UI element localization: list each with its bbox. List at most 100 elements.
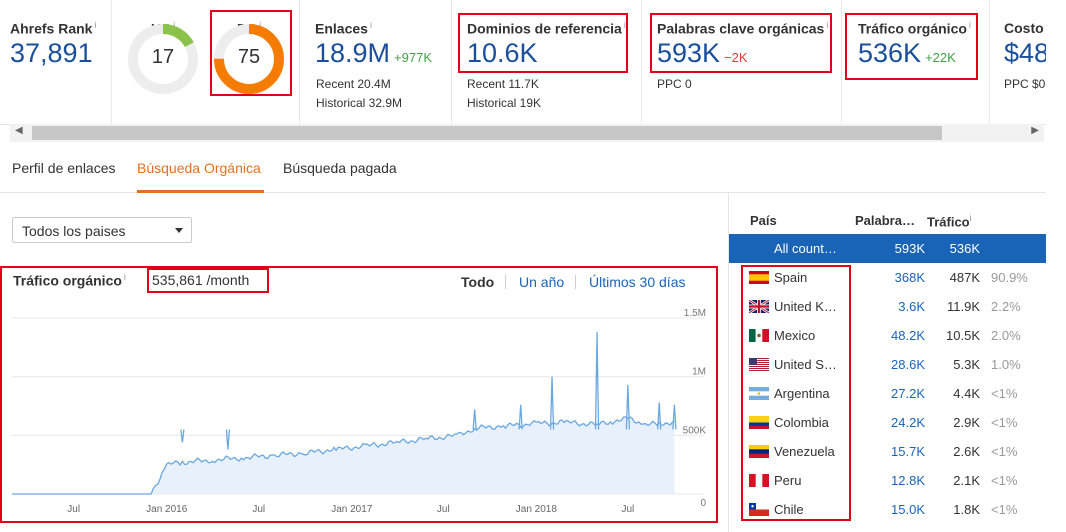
x-tick-label: Jul bbox=[67, 504, 80, 515]
country-select[interactable]: Todos los paises bbox=[12, 217, 192, 243]
tab-busqueda-organica[interactable]: Búsqueda Orgánica bbox=[137, 160, 261, 176]
country-traffic: 2.6K bbox=[953, 444, 980, 459]
y-tick-label: 500K bbox=[683, 425, 707, 436]
traffic-spike bbox=[672, 404, 677, 430]
country-traffic: 2.1K bbox=[953, 473, 980, 488]
flag-cl-icon bbox=[749, 503, 769, 516]
country-name[interactable]: Venezuela bbox=[774, 444, 835, 459]
country-traffic-share: <1% bbox=[991, 444, 1018, 459]
info-icon[interactable]: i bbox=[123, 272, 126, 282]
country-row-ve[interactable]: Venezuela 15.7K 2.6K <1% bbox=[729, 437, 1046, 466]
country-keywords[interactable]: 12.8K bbox=[891, 473, 925, 488]
country-traffic: 2.9K bbox=[953, 415, 980, 430]
x-tick-label: Jan 2018 bbox=[516, 504, 558, 515]
palabras-cell: Palabras clave orgánicas i 593K −2K PPC 0 bbox=[642, 0, 842, 125]
scroll-right-icon[interactable]: ▶ bbox=[1031, 125, 1039, 136]
country-row-cl[interactable]: Chile 15.0K 1.8K <1% bbox=[729, 495, 1046, 524]
country-name[interactable]: United K… bbox=[774, 299, 837, 314]
country-keywords[interactable]: 3.6K bbox=[898, 299, 925, 314]
traffic-spike bbox=[472, 409, 477, 430]
country-row-us[interactable]: United S… 28.6K 5.3K 1.0% bbox=[729, 350, 1046, 379]
highlight-box-dominios bbox=[458, 13, 628, 73]
horizontal-scrollbar[interactable]: ◀ ▶ bbox=[10, 124, 1044, 142]
info-icon[interactable]: i bbox=[259, 20, 262, 30]
costo-ppc: PPC $0 bbox=[1004, 77, 1046, 91]
traffic-spike bbox=[594, 332, 600, 430]
info-icon[interactable]: i bbox=[94, 20, 97, 30]
rating-cell: UR i 17 DR i 75 bbox=[112, 0, 300, 125]
palabras-value: 593K −2K bbox=[657, 38, 748, 68]
country-name[interactable]: Chile bbox=[774, 502, 804, 517]
scrollbar-thumb[interactable] bbox=[32, 126, 942, 140]
country-traffic: 536K bbox=[949, 241, 980, 256]
x-tick-label: Jan 2017 bbox=[331, 504, 373, 515]
col-header-pais[interactable]: País bbox=[750, 213, 777, 228]
traffic-spike bbox=[549, 376, 555, 430]
country-traffic: 11.9K bbox=[946, 299, 980, 314]
country-keywords[interactable]: 15.0K bbox=[891, 502, 925, 517]
country-keywords[interactable]: 48.2K bbox=[891, 328, 925, 343]
info-icon[interactable]: i bbox=[968, 20, 971, 30]
country-row-mx[interactable]: Mexico 48.2K 10.5K 2.0% bbox=[729, 321, 1046, 350]
country-traffic-share: <1% bbox=[991, 502, 1018, 517]
costo-value: $48 bbox=[1004, 38, 1046, 68]
traffic-spike bbox=[180, 429, 185, 443]
palabras-delta: −2K bbox=[724, 50, 748, 65]
enlaces-label: Enlaces i bbox=[315, 20, 372, 37]
country-traffic-share: 2.2% bbox=[991, 299, 1021, 314]
info-icon[interactable]: i bbox=[623, 20, 626, 30]
chart-title: Tráfico orgánico i bbox=[13, 272, 126, 289]
scroll-left-icon[interactable]: ◀ bbox=[15, 125, 23, 136]
country-keywords[interactable]: 368K bbox=[894, 270, 925, 285]
range-separator bbox=[505, 275, 506, 289]
ahrefs-rank-label: Ahrefs Rank i bbox=[10, 20, 97, 37]
dominios-cell: Dominios de referencia i 10.6K Recent 11.… bbox=[452, 0, 642, 125]
trafico-value: 536K +22K bbox=[858, 38, 956, 68]
country-row-gb[interactable]: United K… 3.6K 11.9K 2.2% bbox=[729, 292, 1046, 321]
range-todo[interactable]: Todo bbox=[461, 274, 495, 290]
traffic-area bbox=[12, 416, 675, 494]
traffic-spike bbox=[657, 402, 662, 430]
active-tab-underline bbox=[137, 190, 264, 193]
tab-busqueda-pagada[interactable]: Búsqueda pagada bbox=[283, 160, 397, 176]
ahrefs-rank-value: 37,891 bbox=[10, 38, 93, 68]
highlight-box-trafico bbox=[845, 13, 978, 80]
country-name[interactable]: Argentina bbox=[774, 386, 830, 401]
highlight-box-palabras bbox=[650, 13, 832, 73]
enlaces-cell: Enlaces i 18.9M +977K Recent 20.4M Histori… bbox=[300, 0, 452, 125]
country-name[interactable]: Peru bbox=[774, 473, 802, 488]
highlight-box-countries bbox=[741, 265, 851, 521]
country-keywords[interactable]: 15.7K bbox=[891, 444, 925, 459]
traffic-spike bbox=[518, 404, 523, 430]
col-header-palabras[interactable]: Palabra… bbox=[855, 213, 915, 228]
info-icon[interactable]: i bbox=[826, 20, 829, 30]
tab-perfil-enlaces[interactable]: Perfil de enlaces bbox=[12, 160, 116, 176]
country-keywords[interactable]: 27.2K bbox=[891, 386, 925, 401]
info-icon[interactable]: i bbox=[369, 20, 372, 30]
country-row-co[interactable]: Colombia 24.2K 2.9K <1% bbox=[729, 408, 1046, 437]
country-row-pe[interactable]: Peru 12.8K 2.1K <1% bbox=[729, 466, 1046, 495]
range-un-ano[interactable]: Un año bbox=[519, 274, 565, 290]
country-keywords: 593K bbox=[894, 241, 925, 256]
country-row-ar[interactable]: Argentina 27.2K 4.4K <1% bbox=[729, 379, 1046, 408]
info-icon[interactable]: i bbox=[969, 213, 972, 223]
enlaces-delta: +977K bbox=[394, 50, 432, 65]
country-select-value: Todos los paises bbox=[22, 223, 126, 239]
col-header-trafico[interactable]: Tráficoi bbox=[927, 213, 972, 230]
flag-ar-icon bbox=[749, 387, 769, 400]
x-tick-label: Jul bbox=[437, 504, 450, 515]
country-row-all[interactable]: All count… 593K 536K bbox=[729, 234, 1046, 263]
country-row-es[interactable]: Spain 368K 487K 90.9% bbox=[729, 263, 1046, 292]
info-icon[interactable]: i bbox=[173, 20, 176, 30]
country-name[interactable]: Colombia bbox=[774, 415, 829, 430]
range-ultimos-30-dias[interactable]: Últimos 30 días bbox=[589, 274, 686, 290]
country-keywords[interactable]: 24.2K bbox=[891, 415, 925, 430]
country-traffic-share: <1% bbox=[991, 473, 1018, 488]
highlight-box-dr bbox=[210, 10, 292, 96]
country-name[interactable]: United S… bbox=[774, 357, 837, 372]
country-keywords[interactable]: 28.6K bbox=[891, 357, 925, 372]
country-traffic: 1.8K bbox=[953, 502, 980, 517]
country-traffic: 487K bbox=[949, 270, 980, 285]
country-name[interactable]: Mexico bbox=[774, 328, 816, 343]
country-name[interactable]: Spain bbox=[774, 270, 808, 285]
